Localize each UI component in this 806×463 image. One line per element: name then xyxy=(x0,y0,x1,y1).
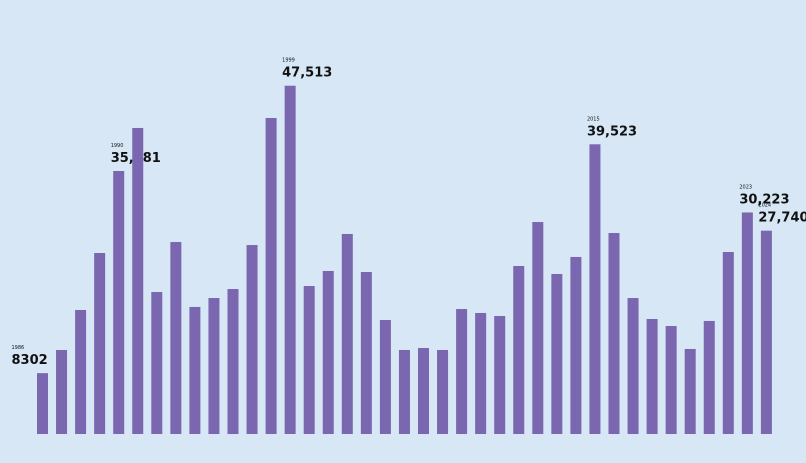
bar xyxy=(151,292,163,434)
bar xyxy=(456,309,468,434)
year-label: 1999 xyxy=(282,58,295,64)
bar xyxy=(741,212,753,434)
bar xyxy=(398,349,410,434)
year-label: 1986 xyxy=(12,345,25,351)
value-label: 47,513 xyxy=(282,66,332,81)
bar xyxy=(132,127,144,434)
bar xyxy=(246,245,258,434)
value-label: 27,740 xyxy=(758,211,806,226)
bar xyxy=(189,306,201,434)
value-label: 8302 xyxy=(12,353,48,368)
value-label: 30,223 xyxy=(739,192,789,207)
bar xyxy=(208,298,220,434)
bar xyxy=(570,256,582,434)
bar xyxy=(684,348,696,434)
bar xyxy=(75,309,87,434)
bar xyxy=(379,320,391,434)
bar xyxy=(341,233,353,434)
bar xyxy=(608,233,620,434)
bar xyxy=(760,230,772,434)
year-label: 2015 xyxy=(587,116,600,122)
bar xyxy=(322,270,334,434)
bar xyxy=(265,118,277,435)
bar xyxy=(475,312,487,434)
bar xyxy=(646,318,658,434)
bar xyxy=(94,253,106,434)
bar xyxy=(227,289,239,434)
bar xyxy=(665,326,677,434)
bar xyxy=(627,298,639,434)
year-label: 2024 xyxy=(758,203,771,209)
year-label: 1990 xyxy=(111,143,124,149)
bar xyxy=(513,265,525,434)
bar xyxy=(494,315,506,434)
bar xyxy=(360,272,372,434)
bar xyxy=(589,144,601,434)
bar xyxy=(284,85,296,435)
bar xyxy=(303,286,315,434)
bar xyxy=(532,222,544,434)
bar xyxy=(418,348,429,434)
bar xyxy=(722,251,734,434)
bar xyxy=(437,349,449,434)
bar xyxy=(56,349,68,434)
bar xyxy=(703,320,715,434)
bar xyxy=(113,170,125,435)
bar xyxy=(170,242,182,434)
year-label: 2023 xyxy=(739,184,752,190)
value-label: 39,523 xyxy=(587,124,637,139)
bar xyxy=(551,273,563,434)
bar xyxy=(37,373,48,434)
